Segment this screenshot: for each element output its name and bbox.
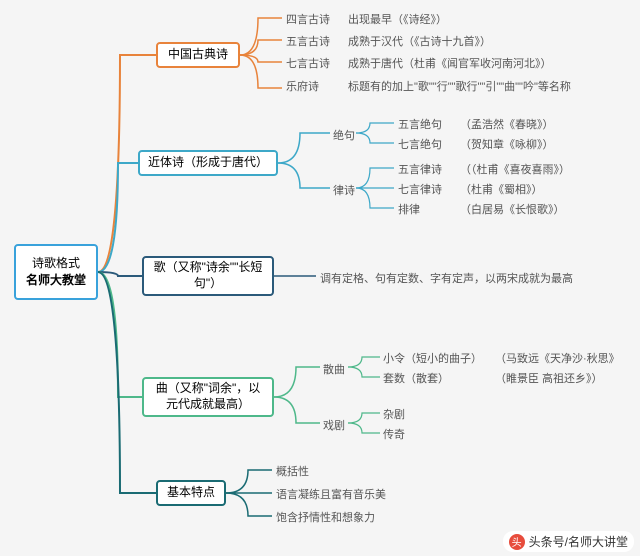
branch-modern[interactable]: 近体诗（形成于唐代） (138, 150, 278, 176)
branch-qu[interactable]: 曲（又称"词余"，以元代成就最高） (142, 377, 274, 417)
branch-song[interactable]: 歌（又称"诗余""长短句"） (142, 256, 274, 296)
leaf: 五言绝句（孟浩然《春晓》） (398, 116, 554, 132)
watermark-icon: 头 (509, 534, 525, 550)
leaf: 七言绝句（贺知章《咏柳》） (398, 136, 554, 152)
leaf: 乐府诗标题有的加上"歌""行""歌行""引""曲""吟"等名称 (286, 78, 626, 94)
leaf: 传奇 (383, 426, 405, 442)
group-lvshi: 律诗 (333, 182, 355, 198)
leaf: 杂剧 (383, 406, 405, 422)
leaf: 小令（短小的曲子）（马致远《天净沙·秋思》 (383, 350, 620, 366)
root-line2: 名师大教堂 (26, 272, 86, 289)
group-jueju: 绝句 (333, 127, 355, 143)
root-line1: 诗歌格式 (32, 255, 80, 272)
leaf: 概括性 (276, 463, 309, 479)
leaf: 套数（散套）（睢景臣 高祖还乡》） (383, 370, 603, 386)
leaf: 四言古诗出现最早（《诗经》） (286, 11, 447, 27)
group-xiju: 戏剧 (323, 417, 345, 433)
leaf: 七言律诗（杜甫《蜀相》） (398, 181, 543, 197)
root-node[interactable]: 诗歌格式 名师大教堂 (14, 244, 98, 300)
leaf: 七言古诗成熟于唐代（杜甫《闻官军收河南河北》） (286, 55, 552, 71)
branch-features[interactable]: 基本特点 (156, 480, 226, 506)
leaf-song-desc: 调有定格、句有定数、字有定声，以两宋成就为最高 (320, 270, 620, 286)
leaf: 排律（白居易《长恨歌》） (398, 201, 565, 217)
leaf: 五言律诗（（杜甫《喜夜喜雨》） (398, 161, 570, 177)
watermark: 头头条号/名师大讲堂 (503, 531, 634, 552)
leaf: 语言凝练且富有音乐美 (276, 486, 386, 502)
leaf: 饱含抒情性和想象力 (276, 509, 375, 525)
group-sanqu: 散曲 (323, 361, 345, 377)
branch-classical[interactable]: 中国古典诗 (156, 42, 240, 68)
leaf: 五言古诗成熟于汉代（《古诗十九首》） (286, 33, 491, 49)
